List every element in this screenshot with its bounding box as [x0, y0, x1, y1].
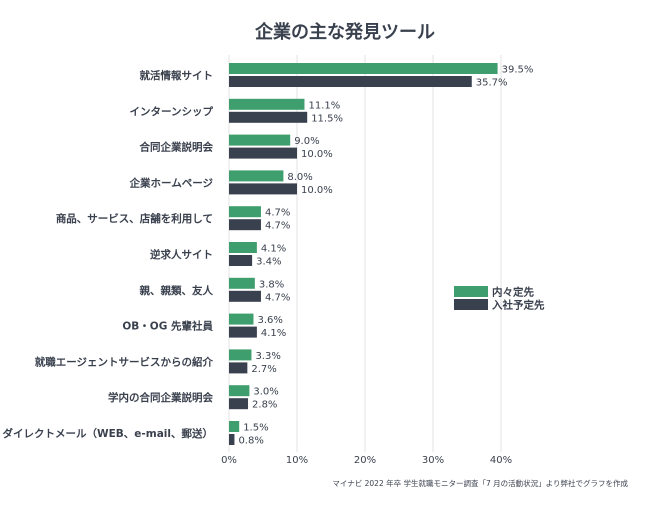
bar-series1 — [229, 206, 261, 218]
bar-series2 — [229, 434, 235, 445]
data-label: 11.1% — [308, 100, 340, 111]
bar-series2 — [229, 183, 297, 195]
bar-series1 — [229, 421, 240, 432]
bar-series2 — [229, 326, 257, 338]
bar-series1 — [229, 98, 305, 110]
category-label: インターンシップ — [130, 105, 214, 118]
x-tick-label: 0% — [221, 455, 237, 466]
bars: 39.5% 35.7% 11.1% 11.5% 9.0% 10.0% 8.0% 10.0% 4.… — [229, 63, 533, 447]
data-label: 8.0% — [287, 172, 312, 183]
x-tick-label: 30% — [422, 455, 444, 466]
data-label: 4.7% — [265, 292, 290, 303]
x-tick-label: 20% — [354, 455, 376, 466]
category-label: 逆求人サイト — [150, 248, 213, 261]
bar-series1 — [229, 170, 284, 182]
data-label: 35.7% — [476, 78, 508, 89]
bar-series2 — [229, 147, 297, 159]
legend-swatch — [454, 299, 488, 310]
bar-series1 — [229, 63, 498, 74]
data-label: 1.5% — [243, 423, 268, 434]
x-tick-label: 10% — [286, 455, 308, 466]
category-labels: 就活情報サイトインターンシップ合同企業説明会企業ホームページ商品、サービス、店舗… — [3, 69, 214, 440]
category-label: 就職エージェントサービスからの紹介 — [35, 355, 214, 368]
data-label: 4.7% — [265, 208, 290, 219]
category-label: 学内の合同企業説明会 — [108, 391, 213, 404]
category-label: 就活情報サイト — [140, 69, 214, 82]
bar-series2 — [229, 111, 308, 123]
data-label: 2.8% — [252, 400, 277, 411]
data-label: 2.7% — [251, 364, 276, 375]
bar-series1 — [229, 349, 252, 361]
bar-series2 — [229, 219, 261, 231]
category-label: OB・OG 先輩社員 — [122, 320, 213, 333]
data-label: 10.0% — [301, 149, 333, 160]
bar-series1 — [229, 313, 254, 325]
bar-series2 — [229, 290, 261, 302]
bar-series1 — [229, 134, 291, 146]
bar-series2 — [229, 362, 248, 374]
category-label: 親、親類、友人 — [140, 284, 214, 297]
data-label: 0.8% — [238, 436, 263, 447]
data-label: 4.7% — [265, 221, 290, 232]
x-tick-label: 40% — [490, 455, 512, 466]
category-label: 合同企業説明会 — [139, 141, 214, 154]
bar-series1 — [229, 277, 255, 289]
source-note: マイナビ 2022 年卒 学生就職モニター調査「7 月の活動状況」より弊社でグラ… — [332, 478, 628, 488]
bar-series2 — [229, 76, 472, 87]
bar-series1 — [229, 385, 250, 397]
data-label: 3.6% — [257, 315, 282, 326]
chart-title: 企業の主な発見ツール — [254, 21, 435, 43]
bar-series2 — [229, 398, 249, 410]
bar-series1 — [229, 242, 257, 253]
data-label: 10.0% — [301, 185, 333, 196]
data-label: 3.3% — [255, 351, 280, 362]
data-label: 11.5% — [311, 113, 343, 124]
legend-label: 入社予定先 — [492, 299, 545, 312]
legend-swatch — [454, 286, 488, 297]
category-label: ダイレクトメール（WEB、e-mail、郵送） — [3, 427, 213, 440]
category-label: 商品、サービス、店舗を利用して — [56, 212, 213, 225]
data-label: 3.0% — [253, 387, 278, 398]
legend-label: 内々定先 — [492, 286, 534, 299]
data-label: 4.1% — [261, 328, 286, 339]
x-axis-ticks: 0% 10% 20% 30% 40% — [221, 455, 512, 466]
data-label: 3.4% — [256, 257, 281, 268]
data-label: 4.1% — [261, 244, 286, 255]
data-label: 39.5% — [502, 65, 534, 76]
data-label: 9.0% — [294, 136, 319, 147]
category-label: 企業ホームページ — [129, 176, 214, 189]
bar-series2 — [229, 255, 253, 266]
data-label: 3.8% — [259, 279, 284, 290]
